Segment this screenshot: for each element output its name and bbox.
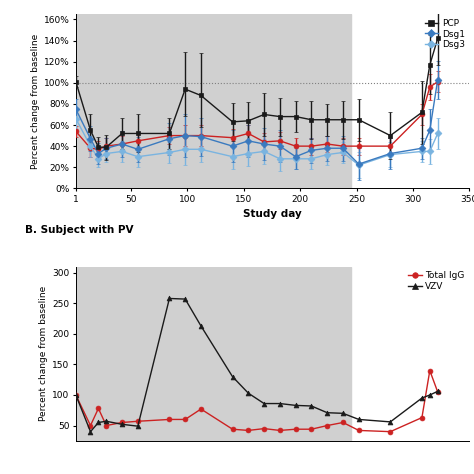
Bar: [76, 267, 351, 441]
Bar: [76, 14, 351, 188]
Y-axis label: Percent change from baseline: Percent change from baseline: [39, 286, 48, 421]
Text: B. Subject with PV: B. Subject with PV: [25, 225, 133, 236]
Legend: PCP, Dsg1, Dsg3: PCP, Dsg1, Dsg3: [425, 19, 465, 49]
Y-axis label: Percent change from baseline: Percent change from baseline: [30, 34, 39, 169]
Legend: Total IgG, VZV: Total IgG, VZV: [408, 271, 465, 291]
X-axis label: Study day: Study day: [243, 209, 302, 219]
